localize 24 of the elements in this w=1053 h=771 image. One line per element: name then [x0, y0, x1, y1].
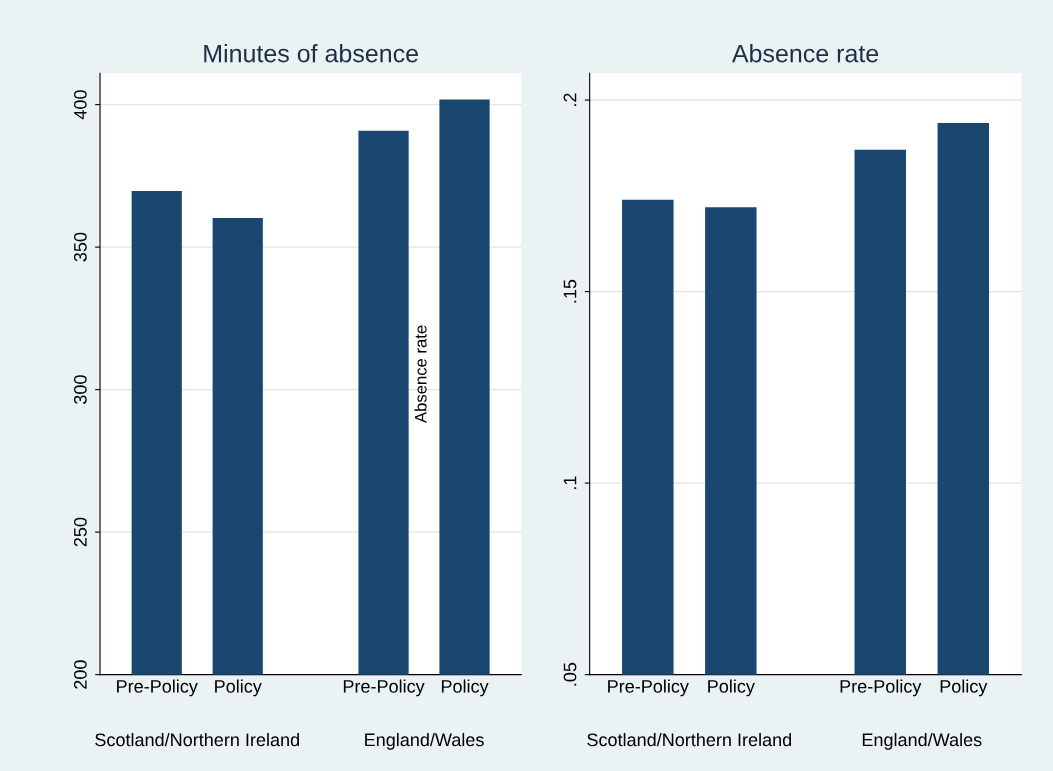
y-tick-label: .1: [563, 476, 577, 489]
chart-title: Absence rate: [731, 44, 879, 63]
y-tick-label: .2: [563, 93, 577, 106]
x-tick-label: Policy: [215, 679, 262, 697]
y-tick-label: .15: [563, 279, 577, 303]
y-tick-label: .05: [563, 662, 577, 686]
x-tick-label: Pre-Policy: [840, 679, 922, 697]
text: England/Wales: [862, 732, 982, 750]
x-tick-label: Pre-Policy: [117, 679, 198, 697]
y-tick-label: 200: [73, 660, 87, 689]
x-tick-label: Policy: [940, 679, 988, 697]
x-tick-label: Pre-Policy: [608, 679, 689, 697]
y-tick-label: 300: [73, 375, 87, 404]
y-tick-label: 400: [73, 90, 87, 120]
chart-title: Minutes of absence: [204, 44, 418, 63]
text: England/Wales: [365, 732, 484, 750]
text: Scotland/Northern Ireland: [95, 732, 299, 747]
y-tick-label: 250: [73, 517, 87, 547]
y-axis-title: Absence rate: [414, 325, 427, 423]
y-tick-label: 350: [73, 232, 87, 262]
x-tick-label: Policy: [441, 679, 489, 697]
text: Scotland/Northern Ireland: [587, 732, 792, 747]
x-tick-label: Pre-Policy: [343, 679, 425, 697]
x-tick-label: Policy: [708, 679, 755, 697]
